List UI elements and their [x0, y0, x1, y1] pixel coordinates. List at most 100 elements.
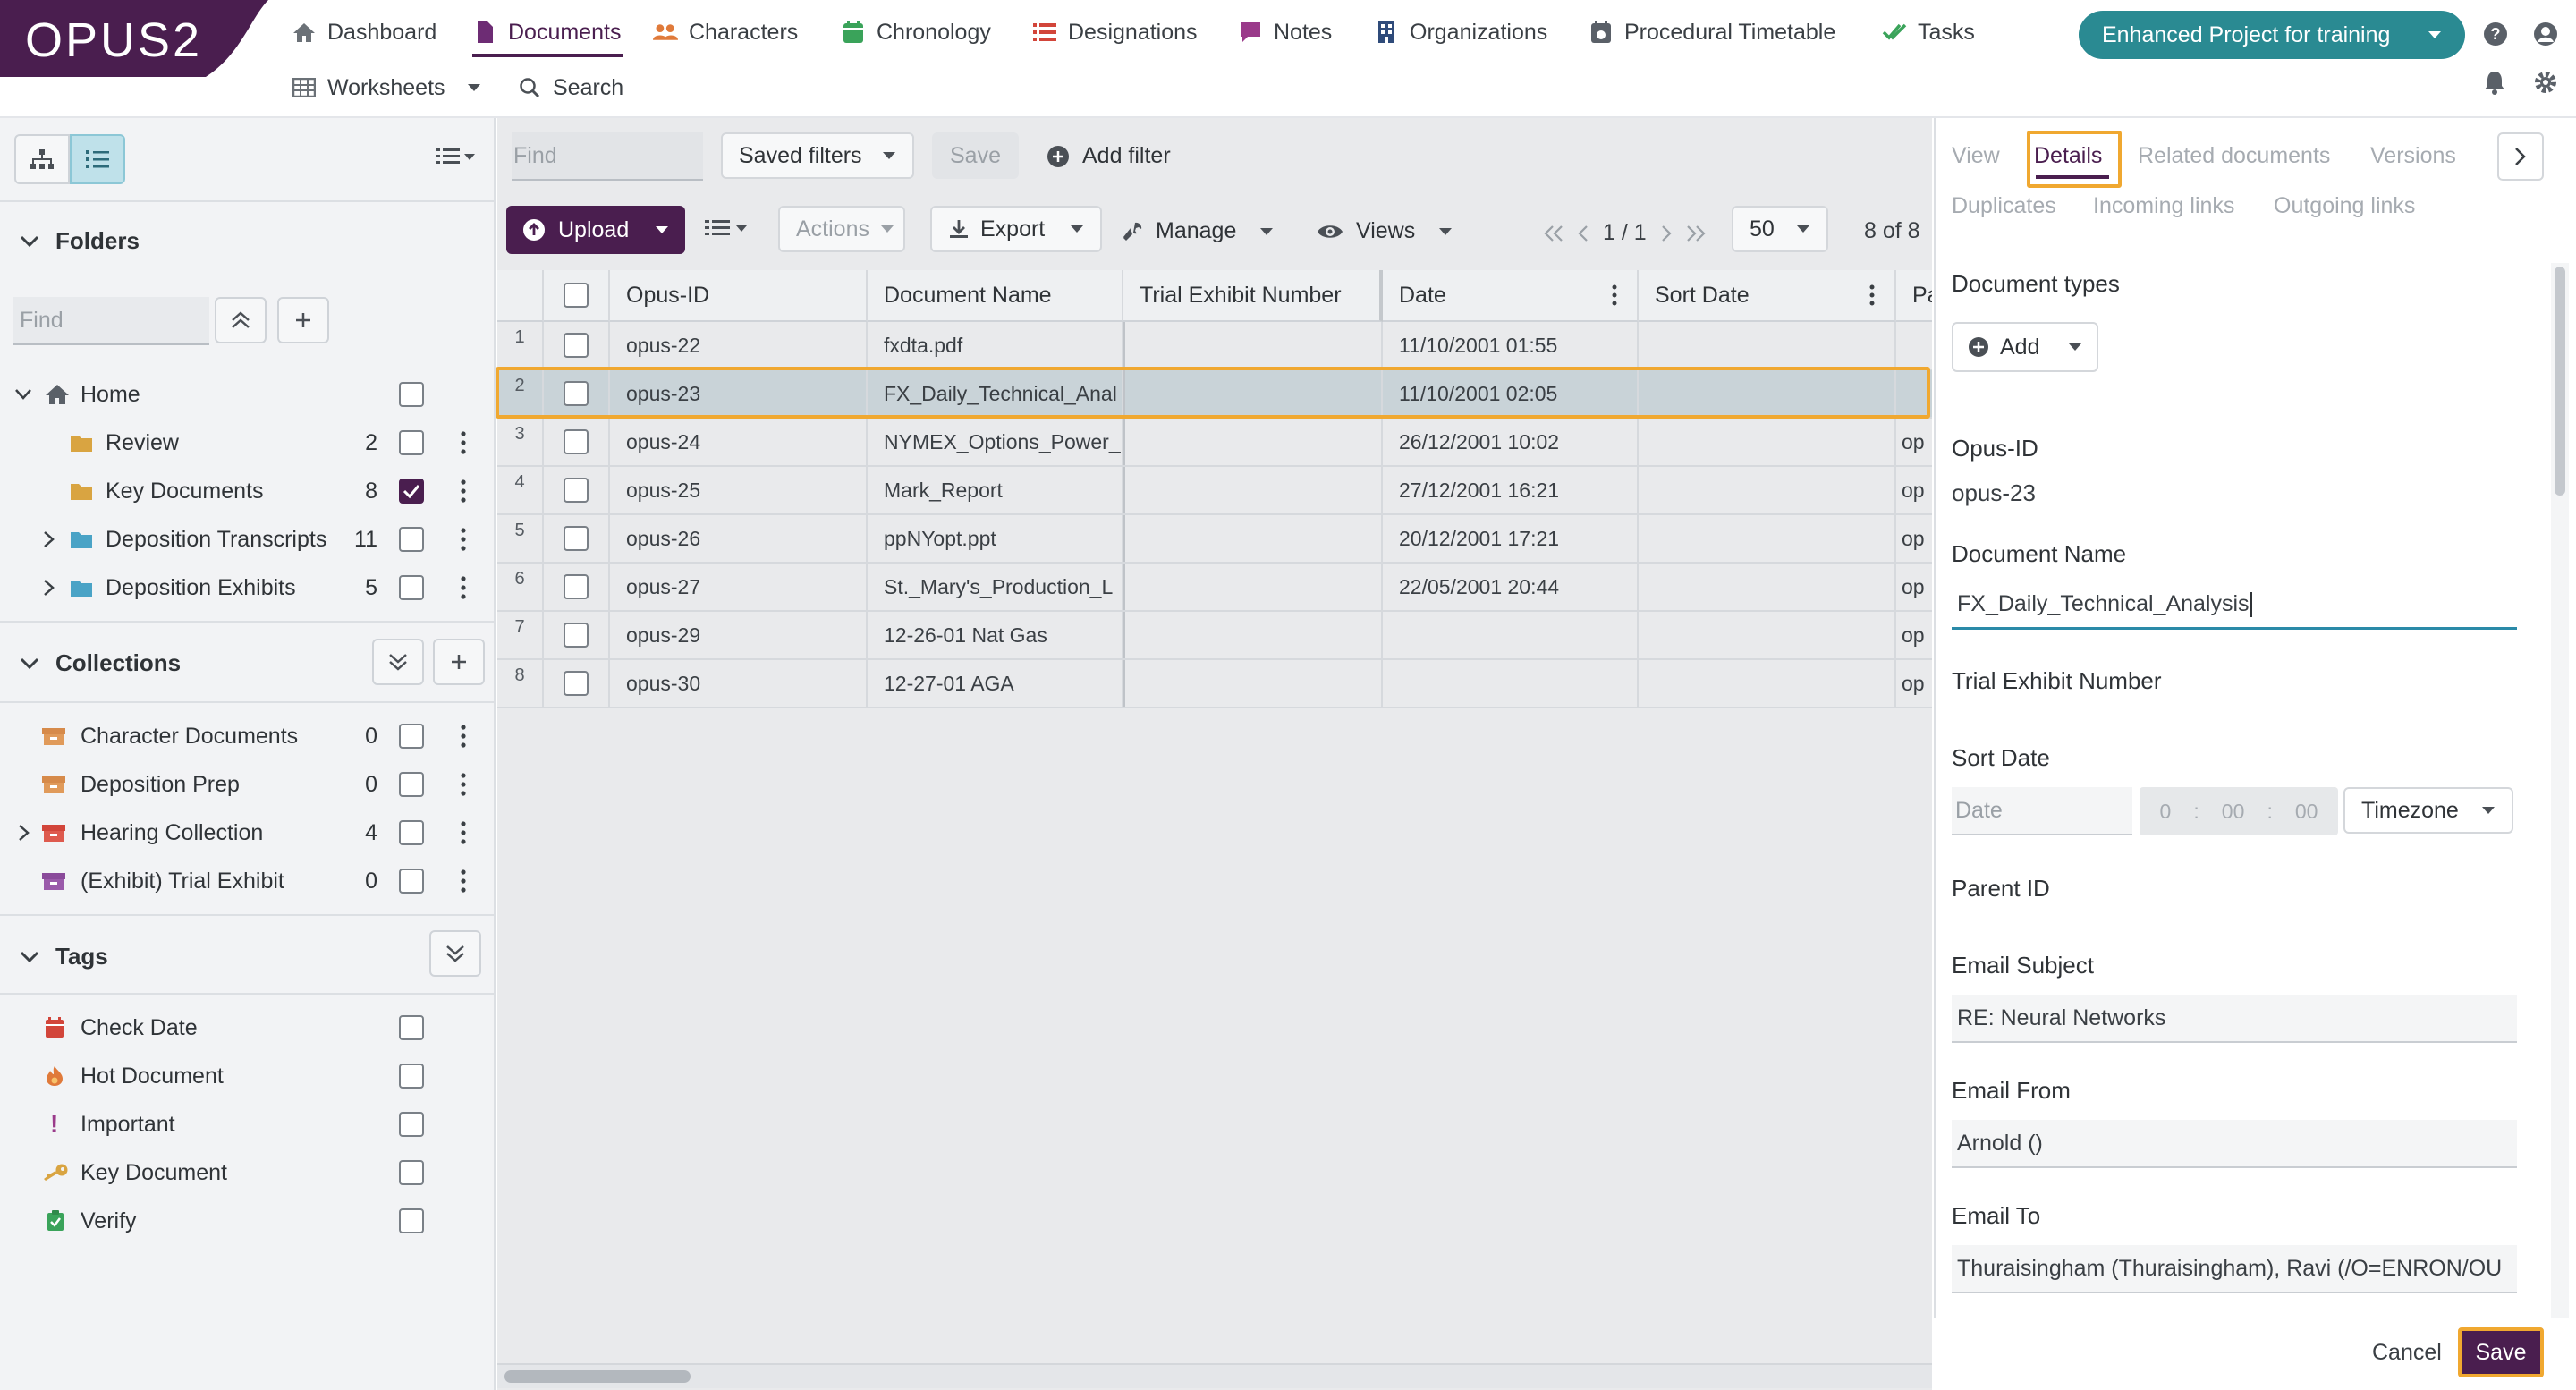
tag-check-date[interactable]: Check Date — [0, 1004, 496, 1052]
tag-checkbox[interactable] — [399, 1112, 424, 1137]
collection-character-documents[interactable]: Character Documents 0 — [0, 712, 496, 760]
expand-all-tags-button[interactable] — [429, 930, 481, 977]
email-from-input[interactable]: Arnold () — [1952, 1120, 2517, 1168]
folder-review[interactable]: Review 2 — [0, 419, 496, 467]
kebab-menu-icon[interactable] — [461, 821, 466, 844]
kebab-menu-icon[interactable] — [461, 528, 466, 551]
grid-find-input[interactable]: Find — [512, 132, 703, 181]
views-dropdown[interactable]: Views — [1317, 218, 1453, 244]
export-dropdown[interactable]: Export — [930, 206, 1102, 252]
folder-checkbox[interactable] — [399, 575, 424, 600]
tag-checkbox[interactable] — [399, 1208, 424, 1233]
vertical-scrollbar[interactable] — [2551, 263, 2569, 1347]
kebab-menu-icon[interactable] — [461, 869, 466, 893]
collection-checkbox[interactable] — [399, 869, 424, 894]
last-page-icon[interactable] — [1686, 225, 1706, 242]
folder-deposition-exhibits[interactable]: Deposition Exhibits 5 — [0, 564, 496, 612]
prev-page-icon[interactable] — [1578, 225, 1589, 242]
first-page-icon[interactable] — [1544, 225, 1563, 242]
table-row[interactable]: 6 opus-27 St._Mary's_Production_L 22/05/200… — [497, 564, 1932, 612]
column-chooser-button[interactable] — [705, 218, 748, 238]
email-subject-input[interactable]: RE: Neural Networks — [1952, 995, 2517, 1043]
sort-date-input[interactable]: Date — [1952, 787, 2132, 835]
nav-dashboard[interactable]: Dashboard — [292, 14, 436, 50]
collection-hearing-collection[interactable]: Hearing Collection 4 — [0, 809, 496, 857]
tab-duplicates[interactable]: Duplicates — [1952, 193, 2056, 218]
nav-chronology[interactable]: Chronology — [841, 14, 991, 50]
nav-documents[interactable]: Documents — [472, 14, 621, 50]
tag-key-document[interactable]: Key Document — [0, 1148, 496, 1197]
kebab-menu-icon[interactable] — [461, 479, 466, 503]
folder-checkbox[interactable] — [399, 527, 424, 552]
save-button[interactable]: Save — [2458, 1327, 2544, 1377]
tag-checkbox[interactable] — [399, 1064, 424, 1089]
opus2-logo[interactable]: OPUS2 — [0, 0, 268, 77]
tab-outgoing-links[interactable]: Outgoing links — [2274, 193, 2416, 218]
column-header-date[interactable]: Date — [1383, 270, 1639, 322]
table-row[interactable]: 4 opus-25 Mark_Report 27/12/2001 16:21 op — [497, 467, 1932, 515]
tag-verify[interactable]: Verify — [0, 1197, 496, 1245]
list-view-button[interactable] — [70, 134, 125, 184]
nav-characters[interactable]: Characters — [653, 14, 798, 50]
row-checkbox[interactable] — [564, 333, 589, 358]
collection-deposition-prep[interactable]: Deposition Prep 0 — [0, 760, 496, 809]
column-menu-icon[interactable] — [1869, 284, 1875, 306]
user-avatar-icon[interactable] — [2533, 21, 2558, 47]
table-row[interactable]: 7 opus-29 12-26-01 Nat Gas op — [497, 612, 1932, 660]
column-header-sort-date[interactable]: Sort Date — [1639, 270, 1896, 322]
row-checkbox[interactable] — [564, 574, 589, 599]
save-filter-button[interactable]: Save — [932, 132, 1019, 179]
email-to-input[interactable]: Thuraisingham (Thuraisingham), Ravi (/O=… — [1952, 1245, 2517, 1293]
add-collection-button[interactable] — [433, 639, 485, 685]
nav-notes[interactable]: Notes — [1238, 14, 1332, 50]
page-size-dropdown[interactable]: 50 — [1732, 206, 1828, 252]
column-header-parent[interactable]: Pa — [1896, 270, 1932, 322]
tag-hot-document[interactable]: Hot Document — [0, 1052, 496, 1100]
kebab-menu-icon[interactable] — [461, 431, 466, 454]
collections-section-header[interactable]: Collections — [20, 649, 181, 677]
tab-details[interactable]: Details — [2034, 143, 2103, 168]
next-page-icon[interactable] — [1661, 225, 1672, 242]
folders-find-input[interactable]: Find — [13, 297, 209, 345]
column-header-document-name[interactable]: Document Name — [868, 270, 1123, 322]
row-checkbox[interactable] — [564, 381, 589, 406]
nav-search[interactable]: Search — [517, 70, 623, 106]
tag-important[interactable]: ! Important — [0, 1100, 496, 1148]
manage-dropdown[interactable]: Manage — [1122, 218, 1274, 244]
collection-checkbox[interactable] — [399, 772, 424, 797]
collection-checkbox[interactable] — [399, 820, 424, 845]
kebab-menu-icon[interactable] — [461, 773, 466, 796]
table-row[interactable]: 5 opus-26 ppNYopt.ppt 20/12/2001 17:21 op — [497, 515, 1932, 564]
scrollbar-thumb[interactable] — [2555, 267, 2565, 496]
nav-procedural-timetable[interactable]: Procedural Timetable — [1589, 14, 1835, 50]
collection-trial-exhibit[interactable]: (Exhibit) Trial Exhibit 0 — [0, 857, 496, 905]
folder-checkbox[interactable] — [399, 430, 424, 455]
table-row[interactable]: 1 opus-22 fxdta.pdf 11/10/2001 01:55 — [497, 322, 1932, 370]
nav-designations[interactable]: Designations — [1032, 14, 1198, 50]
kebab-menu-icon[interactable] — [461, 725, 466, 748]
add-filter-button[interactable]: Add filter — [1046, 143, 1171, 169]
settings-gear-icon[interactable] — [2533, 70, 2558, 95]
tab-versions[interactable]: Versions — [2370, 143, 2456, 168]
row-checkbox[interactable] — [564, 526, 589, 551]
folder-checkbox-checked[interactable] — [399, 479, 424, 504]
nav-worksheets[interactable]: Worksheets — [292, 70, 481, 106]
column-menu-icon[interactable] — [1612, 284, 1617, 306]
row-checkbox[interactable] — [564, 429, 589, 454]
sidebar-options-button[interactable] — [436, 147, 476, 166]
folders-section-header[interactable]: Folders — [20, 227, 140, 255]
column-header-opus-id[interactable]: Opus-ID — [610, 270, 868, 322]
tab-related-documents[interactable]: Related documents — [2138, 143, 2331, 168]
tab-incoming-links[interactable]: Incoming links — [2093, 193, 2235, 218]
cancel-button[interactable]: Cancel — [2372, 1340, 2442, 1365]
tag-checkbox[interactable] — [399, 1160, 424, 1185]
column-header-trial-exhibit-number[interactable]: Trial Exhibit Number — [1123, 270, 1383, 322]
horizontal-scrollbar[interactable] — [497, 1363, 1932, 1388]
collapse-all-button[interactable] — [215, 297, 267, 343]
add-folder-button[interactable] — [277, 297, 329, 343]
add-document-type-button[interactable]: Add — [1952, 322, 2098, 372]
folder-key-documents[interactable]: Key Documents 8 — [0, 467, 496, 515]
row-checkbox[interactable] — [564, 478, 589, 503]
project-selector[interactable]: Enhanced Project for training — [2079, 11, 2465, 59]
nav-tasks[interactable]: Tasks — [1882, 14, 1975, 50]
